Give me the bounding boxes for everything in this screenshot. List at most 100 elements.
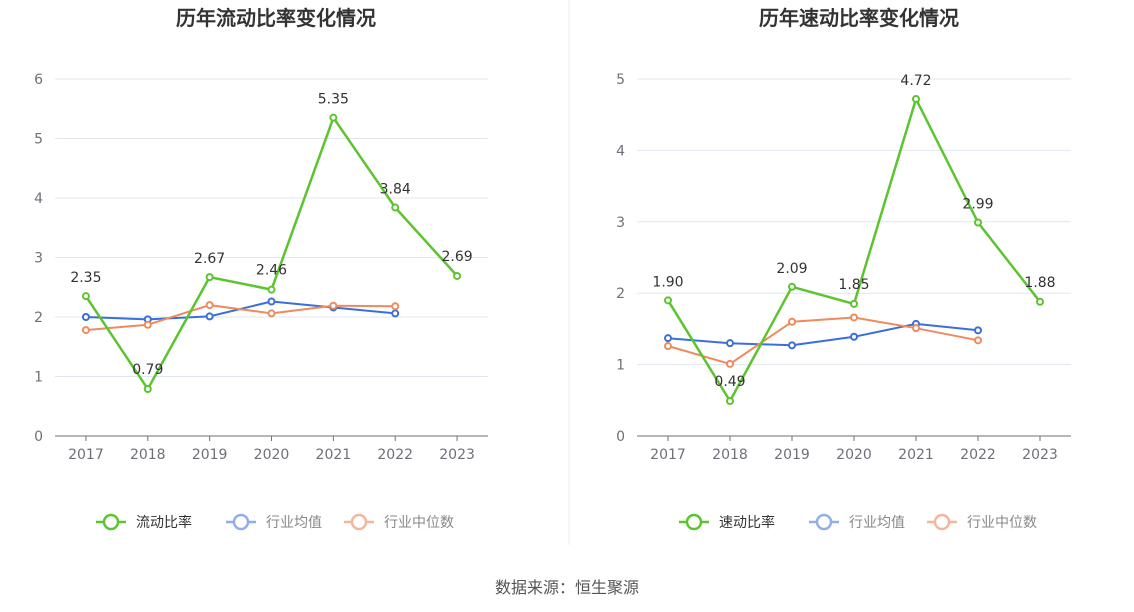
legend-item-median[interactable]: 行业中位数 <box>344 513 454 531</box>
data-point-main <box>81 292 90 301</box>
series-line-main <box>666 97 1041 403</box>
data-label: 2.69 <box>441 249 472 265</box>
data-point-median <box>143 320 152 329</box>
data-label: 1.85 <box>838 277 869 293</box>
x-tick-label: 2020 <box>254 447 290 463</box>
data-point-avg <box>788 341 796 350</box>
data-point-median <box>788 317 796 326</box>
data-point-main <box>664 296 672 305</box>
x-tick-label: 2021 <box>316 447 352 463</box>
data-point-main <box>267 285 276 294</box>
data-label: 1.88 <box>1024 275 1055 291</box>
x-tick-label: 2018 <box>712 447 748 463</box>
data-point-median <box>267 309 276 318</box>
legend-item-avg[interactable]: 行业均值 <box>226 513 322 531</box>
data-point-median <box>81 326 90 335</box>
data-point-main <box>205 273 214 282</box>
legend-item-avg[interactable]: 行业均值 <box>809 513 905 531</box>
data-point-main <box>329 113 338 122</box>
x-tick-label: 2017 <box>68 447 104 463</box>
chart-title: 历年流动比率变化情况 <box>176 6 376 30</box>
data-point-main <box>726 397 734 406</box>
data-point-median <box>205 301 214 310</box>
legend-label: 速动比率 <box>719 514 775 531</box>
y-tick-label: 6 <box>34 72 43 88</box>
data-label: 3.84 <box>380 182 411 198</box>
x-tick-label: 2022 <box>377 447 413 463</box>
series-line-avg <box>667 322 979 347</box>
legend-label: 行业中位数 <box>967 515 1037 531</box>
y-tick-label: 4 <box>616 143 625 159</box>
data-point-avg <box>974 326 982 335</box>
data-point-median <box>329 301 338 310</box>
y-tick-label: 1 <box>616 358 625 374</box>
data-point-avg <box>664 334 672 343</box>
legend-label: 流动比率 <box>136 514 192 531</box>
data-label: 0.79 <box>132 362 163 378</box>
data-point-median <box>391 302 400 311</box>
x-tick-label: 2020 <box>836 447 872 463</box>
y-tick-label: 2 <box>34 310 43 326</box>
series-line-median <box>85 304 396 332</box>
y-tick-label: 5 <box>616 72 625 88</box>
data-point-main <box>1036 297 1044 306</box>
data-label: 2.35 <box>70 270 101 286</box>
legend-label: 行业均值 <box>849 515 905 531</box>
chart-2: 历年速动比率变化情况 0 1 2 3 4 5 2017 2018 2019 2020 2021 2022… <box>616 6 1071 531</box>
data-point-main <box>788 282 796 291</box>
data-point-avg <box>267 297 276 306</box>
x-tick-label: 2019 <box>192 447 228 463</box>
data-label: 1.90 <box>652 274 683 290</box>
x-tick-label: 2019 <box>774 447 810 463</box>
legend-marker-icon <box>815 513 833 531</box>
data-point-avg <box>726 339 734 348</box>
data-label: 2.46 <box>256 263 287 279</box>
legend-label: 行业中位数 <box>384 515 454 531</box>
y-tick-label: 3 <box>616 215 625 231</box>
x-tick-label: 2023 <box>439 447 475 463</box>
data-label: 4.72 <box>900 73 931 89</box>
data-label: 2.09 <box>776 261 807 277</box>
y-tick-label: 2 <box>616 286 625 302</box>
series-line-main <box>84 116 459 391</box>
chart-1: 历年流动比率变化情况 0 1 2 3 4 5 6 2017 2018 2019 2020 2021 202… <box>34 6 488 531</box>
legend-item-main[interactable]: 流动比率 <box>96 513 192 531</box>
legend-marker-icon <box>685 513 703 531</box>
data-point-avg <box>391 309 400 318</box>
legend-marker-icon <box>102 513 120 531</box>
data-point-main <box>391 203 400 212</box>
chart-title: 历年速动比率变化情况 <box>759 6 959 30</box>
data-point-median <box>726 359 734 368</box>
y-tick-label: 5 <box>34 132 43 148</box>
data-label: 2.67 <box>194 251 225 267</box>
data-point-main <box>850 299 858 308</box>
data-point-median <box>912 324 920 333</box>
series-line-median <box>667 316 979 365</box>
legend-marker-icon <box>933 513 951 531</box>
y-tick-label: 1 <box>34 370 43 386</box>
data-point-main <box>453 271 462 280</box>
data-point-main <box>912 94 920 103</box>
legend-marker-icon <box>232 513 250 531</box>
data-label: 0.49 <box>714 374 745 390</box>
data-source-text: 数据来源：恒生聚源 <box>494 578 639 597</box>
x-tick-label: 2022 <box>960 447 996 463</box>
x-tick-label: 2017 <box>650 447 686 463</box>
legend-marker-icon <box>350 513 368 531</box>
data-label: 2.99 <box>962 197 993 213</box>
legend-item-median[interactable]: 行业中位数 <box>927 513 1037 531</box>
x-tick-label: 2023 <box>1022 447 1058 463</box>
x-tick-label: 2018 <box>130 447 166 463</box>
legend-label: 行业均值 <box>266 515 322 531</box>
y-tick-label: 0 <box>616 429 625 445</box>
y-tick-label: 4 <box>34 191 43 207</box>
data-label: 5.35 <box>318 92 349 108</box>
data-point-median <box>850 313 858 322</box>
y-tick-label: 0 <box>34 429 43 445</box>
data-point-main <box>974 218 982 227</box>
data-point-avg <box>205 312 214 321</box>
data-point-median <box>664 342 672 351</box>
legend-item-main[interactable]: 速动比率 <box>679 513 775 531</box>
data-point-avg <box>850 332 858 341</box>
